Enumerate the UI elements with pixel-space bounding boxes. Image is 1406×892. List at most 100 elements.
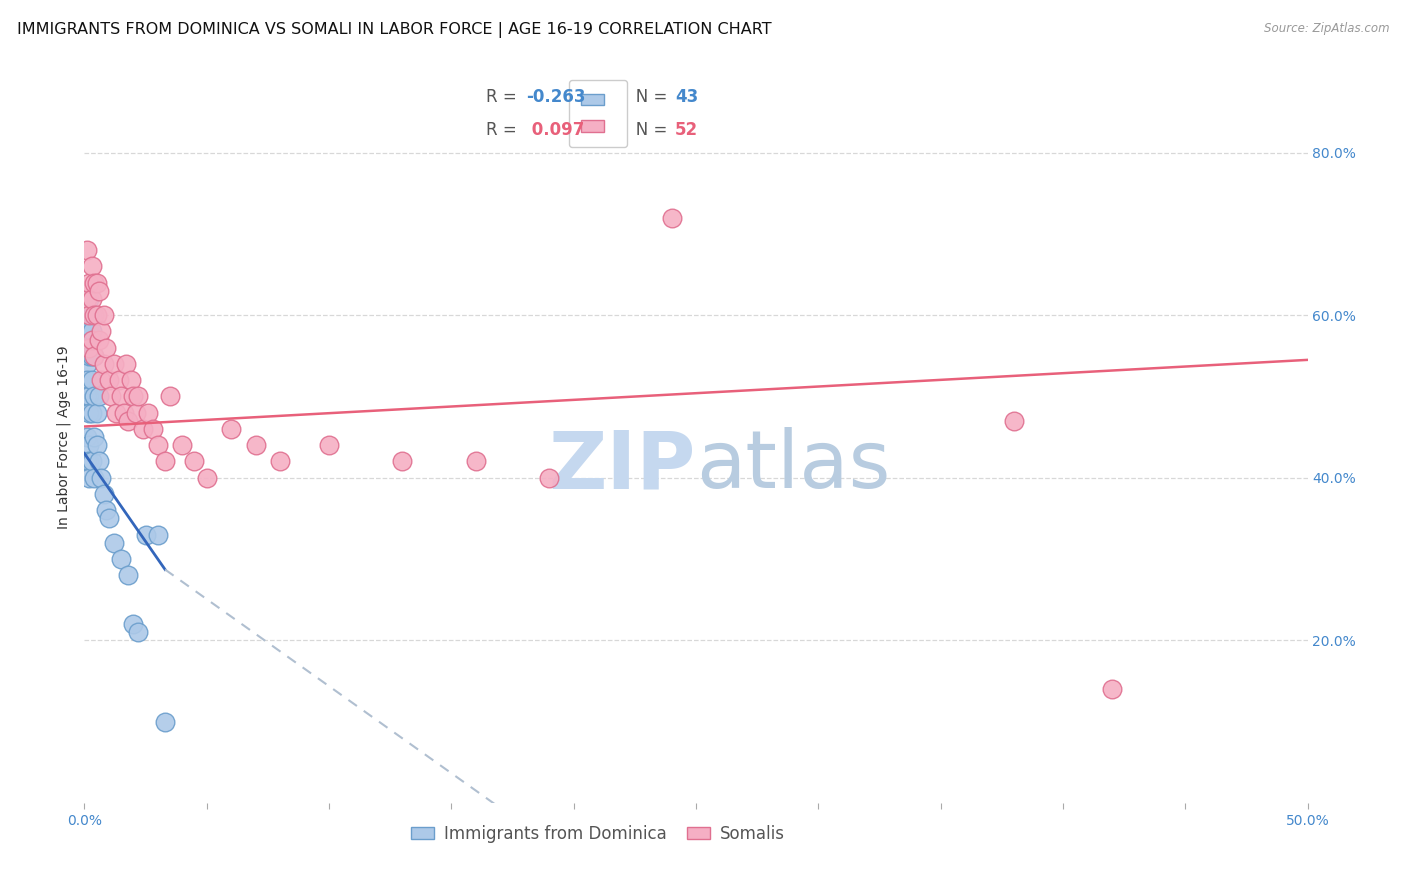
Point: [97, 373, 120, 387]
Point: [80, 333, 103, 347]
Point: [219, 422, 242, 436]
Point: [76, 389, 98, 403]
Point: [122, 389, 145, 403]
Point: [76, 430, 98, 444]
Point: [96, 503, 118, 517]
Point: [80, 308, 103, 322]
Text: N =: N =: [620, 88, 672, 106]
Point: [135, 527, 157, 541]
Point: [269, 454, 291, 468]
Point: [105, 406, 128, 420]
Point: [661, 211, 683, 225]
Point: [86, 276, 108, 290]
Point: [100, 389, 122, 403]
Point: [76, 357, 98, 371]
Point: [1101, 681, 1123, 696]
Point: [107, 373, 129, 387]
Text: 43: 43: [675, 88, 699, 106]
Point: [80, 373, 103, 387]
Text: N =: N =: [620, 121, 672, 139]
Point: [77, 406, 100, 420]
Y-axis label: In Labor Force | Age 16-19: In Labor Force | Age 16-19: [56, 345, 72, 529]
Point: [76, 308, 98, 322]
Point: [87, 454, 110, 468]
Point: [77, 341, 100, 355]
Point: [77, 471, 100, 485]
Point: [83, 276, 105, 290]
Point: [245, 438, 267, 452]
Point: [93, 487, 115, 501]
Point: [86, 438, 108, 452]
Point: [76, 341, 98, 355]
Point: [90, 471, 112, 485]
Point: [80, 325, 103, 339]
Point: [76, 325, 98, 339]
Text: R =: R =: [485, 121, 522, 139]
Point: [153, 454, 176, 468]
Point: [318, 438, 340, 452]
Point: [115, 357, 138, 371]
Point: [77, 438, 100, 452]
Point: [97, 511, 120, 525]
Point: [76, 243, 98, 257]
Point: [391, 454, 413, 468]
Text: R =: R =: [485, 88, 522, 106]
Point: [87, 333, 110, 347]
Text: ZIP: ZIP: [548, 427, 696, 506]
Point: [77, 308, 100, 322]
Point: [117, 414, 139, 428]
Point: [117, 568, 139, 582]
Point: [142, 422, 165, 436]
Point: [80, 260, 103, 274]
Point: [172, 438, 194, 452]
Text: atlas: atlas: [696, 427, 890, 506]
Point: [77, 349, 100, 363]
Point: [76, 373, 98, 387]
Point: [83, 349, 105, 363]
Point: [77, 325, 100, 339]
Point: [77, 292, 100, 306]
Point: [77, 454, 100, 468]
Point: [90, 373, 112, 387]
Point: [146, 527, 169, 541]
Point: [159, 389, 181, 403]
Point: [76, 292, 98, 306]
Point: [86, 406, 108, 420]
Point: [90, 325, 112, 339]
Point: [538, 471, 561, 485]
Point: [136, 406, 159, 420]
Point: [127, 389, 149, 403]
Text: Source: ZipAtlas.com: Source: ZipAtlas.com: [1264, 22, 1389, 36]
Point: [146, 438, 169, 452]
Point: [77, 276, 100, 290]
Point: [76, 454, 98, 468]
Point: [127, 625, 149, 640]
Point: [87, 389, 110, 403]
Point: [86, 308, 108, 322]
Point: [183, 454, 205, 468]
Text: -0.263: -0.263: [526, 88, 585, 106]
Point: [132, 422, 155, 436]
Point: [80, 292, 103, 306]
Point: [112, 406, 135, 420]
Point: [125, 406, 148, 420]
Point: [122, 617, 145, 632]
Text: IMMIGRANTS FROM DOMINICA VS SOMALI IN LABOR FORCE | AGE 16-19 CORRELATION CHART: IMMIGRANTS FROM DOMINICA VS SOMALI IN LA…: [17, 22, 772, 38]
Point: [103, 357, 125, 371]
Point: [195, 471, 218, 485]
Point: [96, 341, 118, 355]
Legend: Immigrants from Dominica, Somalis: Immigrants from Dominica, Somalis: [405, 818, 792, 849]
Point: [83, 308, 105, 322]
Point: [93, 357, 115, 371]
Point: [93, 308, 115, 322]
Point: [103, 535, 125, 549]
Point: [83, 389, 105, 403]
Point: [80, 406, 103, 420]
Point: [83, 430, 105, 444]
Text: 0.097: 0.097: [526, 121, 585, 139]
Point: [83, 349, 105, 363]
Point: [77, 389, 100, 403]
Point: [110, 389, 132, 403]
Point: [153, 714, 176, 729]
Point: [80, 454, 103, 468]
